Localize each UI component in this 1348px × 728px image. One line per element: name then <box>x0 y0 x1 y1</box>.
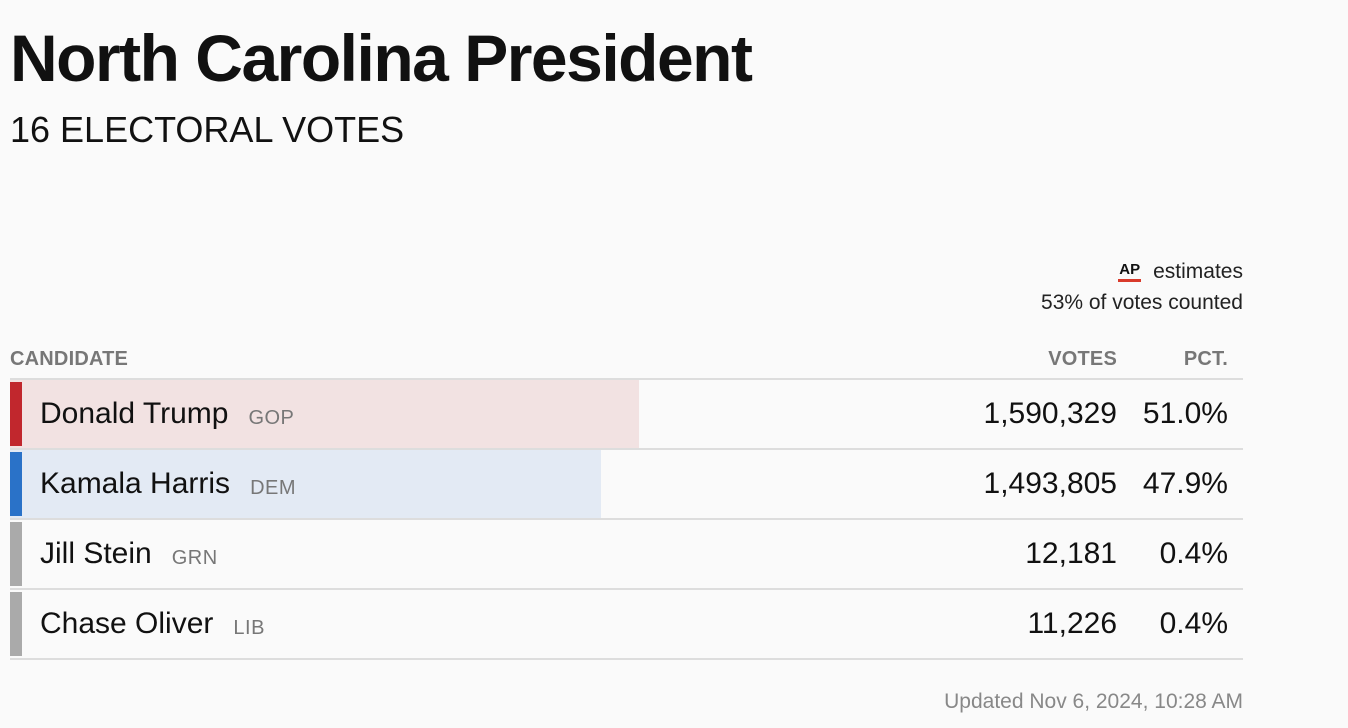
party-label: GRN <box>171 546 218 569</box>
party-stripe <box>10 452 22 516</box>
header-votes: VOTES <box>1048 348 1117 370</box>
pct-value: 0.4% <box>1159 537 1228 570</box>
candidate-name: Jill Stein <box>40 537 152 570</box>
party-stripe <box>10 522 22 586</box>
ap-logo-icon: AP <box>1118 261 1142 282</box>
candidate-cell: Jill Stein GRN <box>40 520 218 588</box>
updated-timestamp: Updated Nov 6, 2024, 10:28 AM <box>944 690 1243 713</box>
page-subtitle: 16 ELECTORAL VOTES <box>10 109 405 150</box>
candidate-name: Kamala Harris <box>40 467 231 500</box>
header-pct: PCT. <box>1183 348 1228 370</box>
candidate-cell: Chase Oliver LIB <box>40 590 265 658</box>
ap-estimates: AP estimates <box>1041 256 1243 287</box>
party-label: LIB <box>233 616 265 639</box>
candidate-cell: Kamala Harris DEM <box>40 450 296 518</box>
estimates-label: estimates <box>1153 260 1243 283</box>
pct-value: 51.0% <box>1142 397 1228 430</box>
header-candidate: CANDIDATE <box>10 348 129 370</box>
votes-counted-text: 53% of votes counted <box>1041 291 1243 314</box>
vote-share-bar <box>10 450 601 518</box>
page-title: North Carolina President <box>10 21 753 95</box>
table-row: Kamala Harris DEM 1,493,805 47.9% <box>10 450 1243 520</box>
candidate-cell: Donald Trump GOP <box>40 380 294 448</box>
pct-value: 0.4% <box>1159 607 1228 640</box>
party-label: GOP <box>248 406 295 429</box>
table-row: Chase Oliver LIB 11,226 0.4% <box>10 590 1243 660</box>
table-header: CANDIDATE VOTES PCT. <box>10 340 1243 380</box>
pct-value: 47.9% <box>1142 467 1228 500</box>
party-stripe <box>10 382 22 446</box>
votes-value: 1,590,329 <box>983 397 1117 430</box>
votes-value: 1,493,805 <box>983 467 1117 500</box>
table-row: Jill Stein GRN 12,181 0.4% <box>10 520 1243 590</box>
source-info: AP estimates 53% of votes counted <box>1041 256 1243 318</box>
vote-share-bar <box>10 380 639 448</box>
candidate-name: Chase Oliver <box>40 607 214 640</box>
results-table: CANDIDATE VOTES PCT. Donald Trump GOP 1,… <box>10 340 1243 660</box>
candidate-name: Donald Trump <box>40 397 229 430</box>
party-stripe <box>10 592 22 656</box>
votes-value: 12,181 <box>1025 537 1117 570</box>
party-label: DEM <box>250 476 297 499</box>
table-row: Donald Trump GOP 1,590,329 51.0% <box>10 380 1243 450</box>
votes-value: 11,226 <box>1027 607 1117 640</box>
